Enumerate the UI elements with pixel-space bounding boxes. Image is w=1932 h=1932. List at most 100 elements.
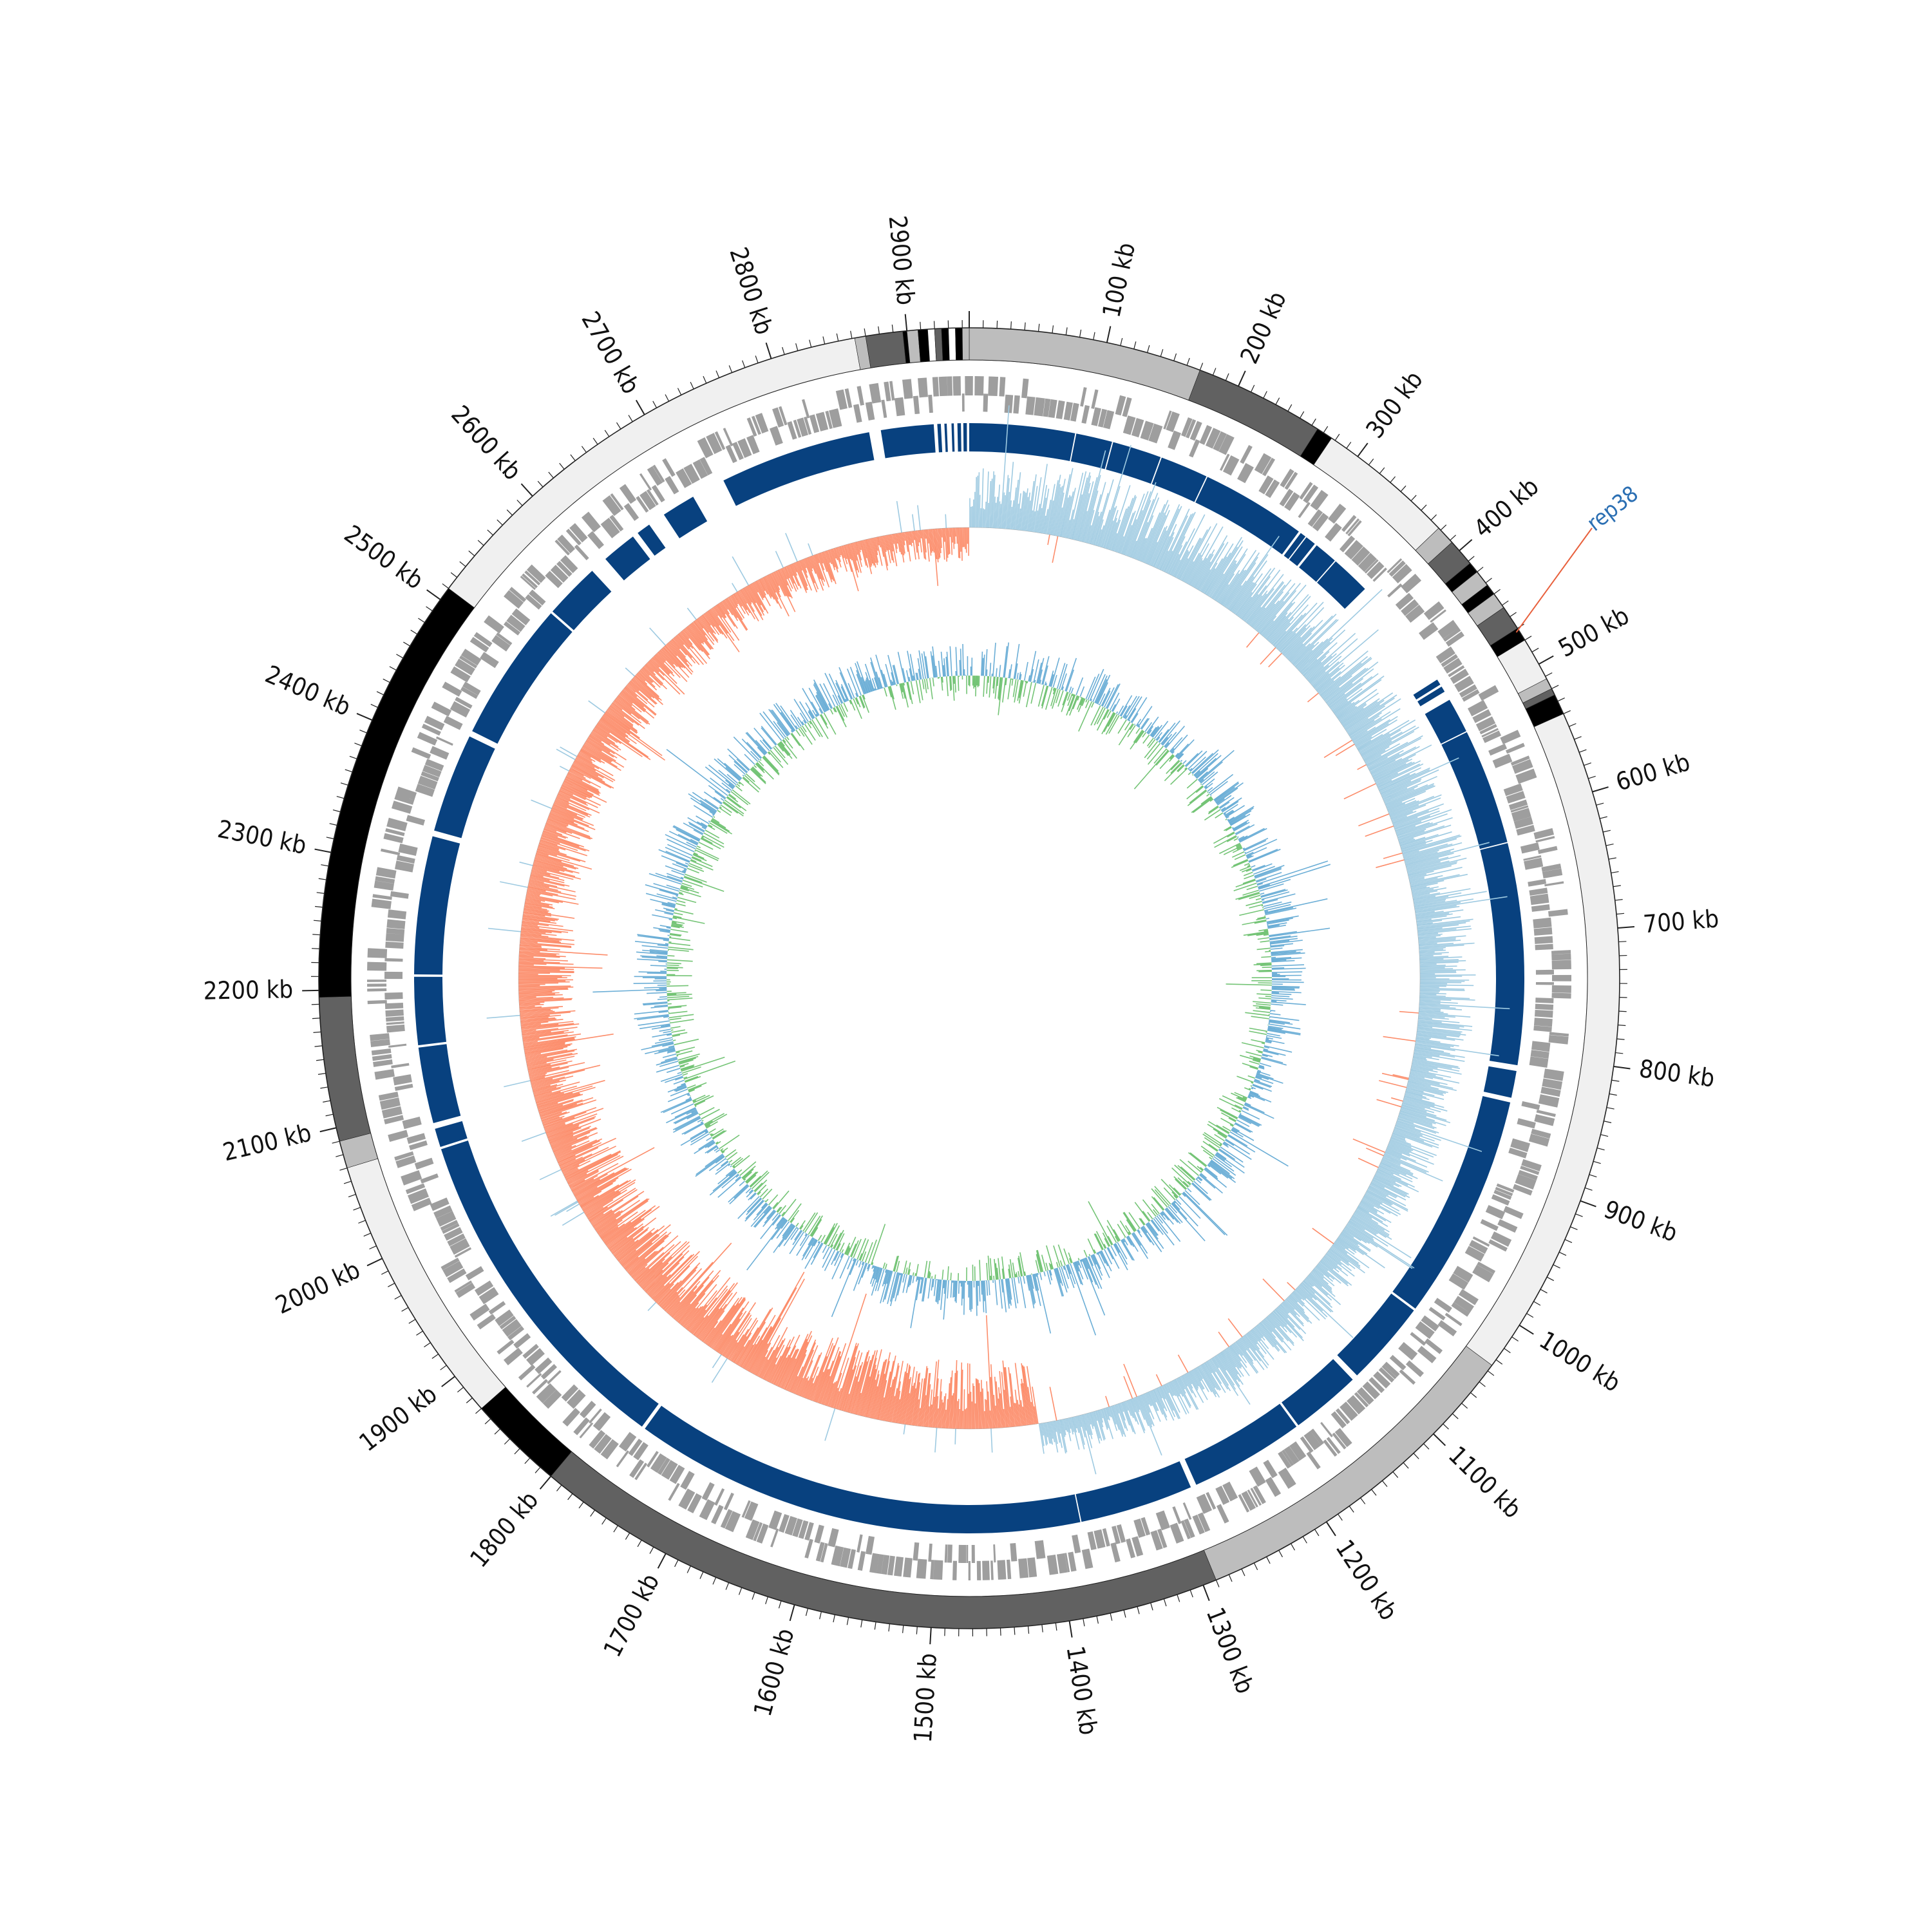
gene-ring <box>367 375 1572 1581</box>
minor-tick <box>738 1587 743 1595</box>
homology-block <box>951 423 955 452</box>
major-tick <box>1068 1620 1073 1638</box>
minor-tick <box>1266 1557 1271 1564</box>
minor-tick <box>1368 459 1374 466</box>
gc-content-high <box>592 642 1331 1336</box>
minor-tick <box>819 1611 822 1620</box>
gc-skew-track <box>486 405 1510 1475</box>
minor-tick <box>1360 1497 1366 1504</box>
minor-tick <box>703 375 707 384</box>
minor-tick <box>468 550 475 556</box>
minor-tick <box>1133 341 1137 350</box>
homology-block <box>937 424 943 453</box>
tick-label: 100 kb <box>1097 240 1141 320</box>
minor-tick <box>1618 1010 1627 1012</box>
homology-block <box>1441 732 1508 849</box>
minor-tick <box>860 1620 863 1628</box>
minor-tick <box>1065 327 1068 336</box>
minor-tick <box>376 691 384 696</box>
minor-tick <box>1558 1251 1567 1256</box>
minor-tick <box>1524 636 1532 641</box>
minor-tick <box>1137 1606 1140 1615</box>
tick-label: 2700 kb <box>576 307 645 399</box>
minor-tick <box>637 1540 642 1548</box>
major-tick <box>1592 786 1609 793</box>
major-tick <box>1580 1200 1596 1208</box>
minor-tick <box>1150 1602 1153 1611</box>
minor-tick <box>1440 524 1447 531</box>
homology-block <box>1483 1066 1517 1098</box>
major-tick <box>356 712 373 721</box>
minor-tick <box>363 1233 372 1237</box>
minor-tick <box>389 666 397 671</box>
minor-tick <box>459 561 466 567</box>
tick-label: 900 kb <box>1600 1195 1681 1247</box>
minor-tick <box>1616 913 1625 915</box>
minor-tick <box>778 1600 782 1609</box>
minor-tick <box>487 529 493 536</box>
gc-skew-baseline <box>518 527 1421 1430</box>
major-tick <box>319 1127 337 1133</box>
minor-tick <box>1443 1423 1449 1430</box>
minor-tick <box>1381 1480 1388 1487</box>
minor-tick <box>891 324 894 333</box>
homology-block <box>1480 843 1524 1066</box>
homology-block <box>944 423 948 452</box>
minor-tick <box>916 1626 918 1634</box>
minor-tick <box>1584 762 1591 766</box>
homology-block <box>1184 1403 1297 1485</box>
minor-tick <box>329 823 337 826</box>
contig-segment <box>948 327 956 361</box>
homology-block <box>1317 561 1365 609</box>
minor-tick <box>1300 411 1305 419</box>
gc-skew-negative <box>518 527 1419 1430</box>
minor-tick <box>477 540 484 546</box>
minor-tick <box>1250 384 1255 392</box>
minor-tick <box>996 320 998 328</box>
minor-tick <box>1450 535 1456 541</box>
minor-tick <box>1477 567 1484 573</box>
homology-block <box>969 423 1075 462</box>
minor-tick <box>601 1517 607 1525</box>
tick-label: 600 kb <box>1613 748 1693 797</box>
minor-tick <box>514 1448 520 1455</box>
minor-tick <box>1540 1289 1548 1294</box>
minor-tick <box>1083 1618 1085 1627</box>
minor-tick <box>1163 1598 1167 1607</box>
homology-block <box>1195 477 1299 554</box>
minor-tick <box>625 1533 630 1540</box>
tick-label: 2400 kb <box>261 660 355 722</box>
minor-tick <box>674 1559 679 1567</box>
major-tick <box>789 1604 795 1622</box>
minor-tick <box>475 1408 482 1414</box>
minor-tick <box>410 629 418 635</box>
tick-label: 1800 kb <box>464 1486 544 1573</box>
gc-skew-positive <box>486 405 1510 1475</box>
minor-tick <box>396 654 404 659</box>
minor-tick <box>321 864 329 867</box>
minor-tick <box>1390 476 1396 483</box>
gene-features <box>367 375 1572 1581</box>
minor-tick <box>1079 329 1082 337</box>
minor-tick <box>690 381 694 390</box>
minor-tick <box>878 326 880 334</box>
minor-tick <box>1553 1264 1560 1269</box>
homology-block <box>1283 533 1306 560</box>
minor-tick <box>1578 749 1587 753</box>
minor-tick <box>348 1194 356 1198</box>
minor-tick <box>1551 685 1559 689</box>
homology-block <box>1282 1359 1353 1426</box>
minor-tick <box>1461 1403 1468 1409</box>
minor-tick <box>1618 1025 1626 1027</box>
homology-block <box>1337 1293 1414 1376</box>
tick-label: 1500 kb <box>909 1653 942 1744</box>
minor-tick <box>1379 467 1385 474</box>
minor-tick <box>1311 418 1316 426</box>
minor-tick <box>1177 1594 1180 1602</box>
homology-block <box>1392 1095 1511 1309</box>
minor-tick <box>370 703 378 708</box>
minor-tick <box>1323 426 1329 433</box>
major-tick <box>657 1553 667 1569</box>
minor-tick <box>1468 556 1475 562</box>
